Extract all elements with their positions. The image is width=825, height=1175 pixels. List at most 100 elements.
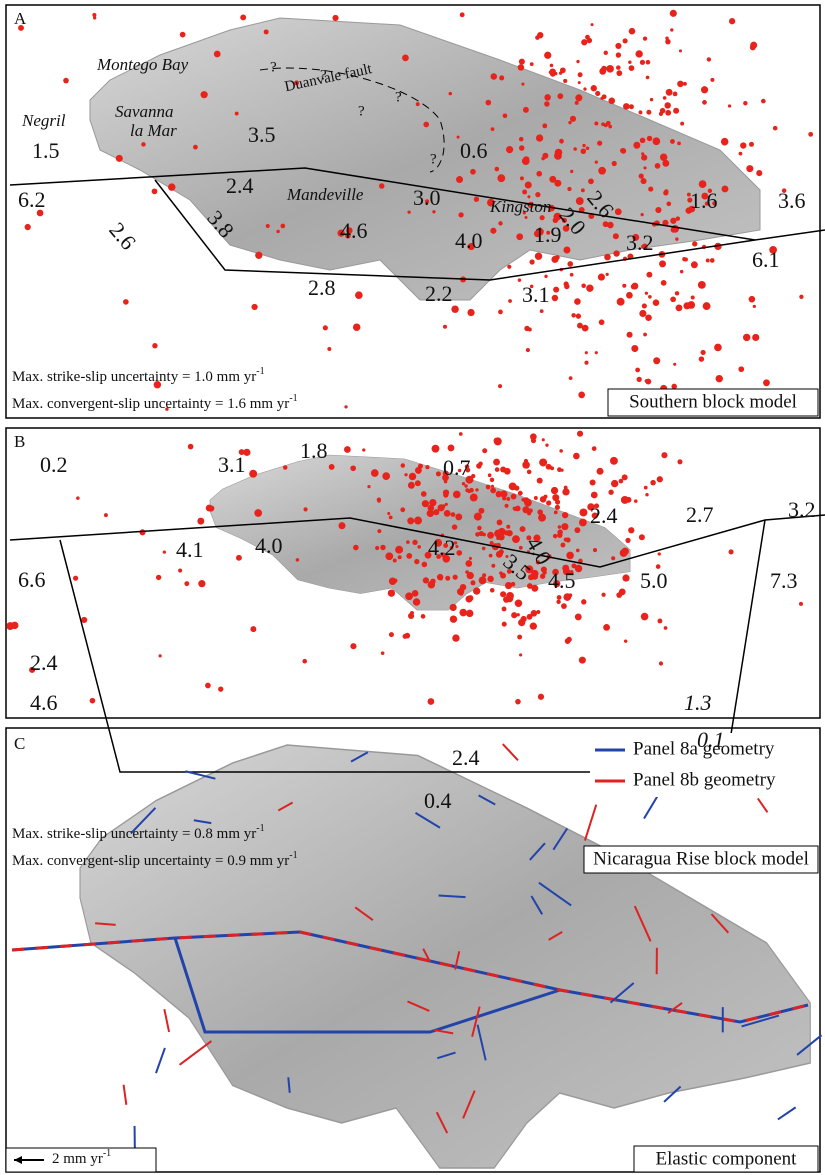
- earthquake: [650, 98, 653, 101]
- earthquake: [406, 540, 410, 544]
- earthquake: [327, 347, 331, 351]
- earthquake: [504, 530, 509, 535]
- earthquake: [490, 588, 495, 593]
- earthquake: [655, 207, 661, 213]
- earthquake: [643, 36, 647, 40]
- earthquake: [515, 599, 523, 607]
- earthquake: [598, 274, 605, 281]
- earthquake: [538, 694, 544, 700]
- earthquake: [628, 527, 634, 533]
- earthquake: [398, 555, 402, 559]
- earthquake: [658, 552, 661, 555]
- earthquake: [647, 136, 652, 141]
- earthquake: [595, 91, 600, 96]
- earthquake: [749, 296, 756, 303]
- earthquake: [633, 142, 640, 149]
- earthquake: [205, 683, 211, 689]
- earthquake: [608, 125, 612, 129]
- slip-rate: 1.5: [32, 138, 60, 163]
- earthquake: [670, 218, 676, 224]
- earthquake: [338, 522, 345, 529]
- earthquake: [710, 78, 714, 82]
- earthquake: [559, 449, 563, 453]
- earthquake: [629, 65, 635, 71]
- earthquake: [470, 494, 478, 502]
- earthquake: [506, 497, 510, 501]
- vector: [778, 1107, 796, 1119]
- earthquake: [581, 188, 585, 192]
- earthquake: [560, 469, 563, 472]
- earthquake: [387, 512, 390, 515]
- earthquake: [465, 570, 469, 574]
- place-name: Montego Bay: [96, 55, 189, 74]
- earthquake: [578, 391, 585, 398]
- earthquake: [549, 176, 556, 183]
- earthquake: [236, 555, 242, 561]
- earthquake: [612, 161, 617, 166]
- place-name: la Mar: [130, 121, 177, 140]
- earthquake: [388, 589, 395, 596]
- earthquake: [518, 278, 522, 282]
- scale-label: 2 mm yr-1: [52, 1148, 111, 1167]
- earthquake: [578, 72, 583, 77]
- earthquake: [445, 503, 448, 506]
- earthquake: [516, 233, 523, 240]
- earthquake: [601, 593, 605, 597]
- earthquake: [329, 464, 335, 470]
- earthquake: [728, 104, 731, 107]
- earthquake: [488, 473, 492, 477]
- earthquake: [478, 462, 482, 466]
- slip-rate: 1.3: [684, 690, 712, 715]
- slip-rate: 3.2: [626, 230, 654, 255]
- earthquake: [554, 72, 557, 75]
- earthquake: [518, 491, 523, 496]
- model-label: Southern block model: [629, 391, 797, 412]
- earthquake: [564, 284, 569, 289]
- earthquake: [460, 12, 465, 17]
- earthquake: [639, 110, 643, 114]
- earthquake: [575, 565, 582, 572]
- earthquake: [561, 523, 568, 530]
- earthquake: [648, 295, 652, 299]
- earthquake: [371, 469, 379, 477]
- earthquake: [544, 101, 549, 106]
- earthquake: [577, 323, 583, 329]
- earthquake: [401, 463, 406, 468]
- earthquake: [645, 379, 649, 383]
- earthquake: [377, 498, 381, 502]
- earthquake: [808, 132, 813, 137]
- place-name: Mandeville: [286, 185, 364, 204]
- earthquake: [499, 75, 504, 80]
- earthquake: [655, 163, 661, 169]
- earthquake: [583, 87, 586, 90]
- earthquake: [377, 529, 381, 533]
- place-name: ?: [395, 89, 402, 105]
- earthquake: [567, 261, 573, 267]
- earthquake: [73, 576, 78, 581]
- earthquake: [490, 478, 495, 483]
- earthquake: [561, 603, 567, 609]
- earthquake: [353, 545, 359, 551]
- earthquake: [664, 102, 670, 108]
- earthquake: [520, 526, 526, 532]
- earthquake: [503, 113, 508, 118]
- earthquake: [670, 10, 677, 17]
- earthquake: [576, 314, 581, 319]
- earthquake: [721, 185, 728, 192]
- earthquake: [739, 152, 743, 156]
- earthquake: [208, 505, 214, 511]
- earthquake: [381, 651, 385, 655]
- earthquake: [666, 202, 671, 207]
- earthquake: [557, 529, 562, 534]
- earthquake: [641, 178, 647, 184]
- earthquake: [677, 142, 681, 146]
- earthquake: [433, 509, 439, 515]
- earthquake: [634, 499, 638, 503]
- earthquake: [163, 550, 166, 553]
- earthquake: [565, 638, 571, 644]
- earthquake: [251, 304, 257, 310]
- earthquake: [412, 540, 417, 545]
- earthquake: [556, 600, 560, 604]
- earthquake: [530, 623, 537, 630]
- earthquake: [502, 622, 507, 627]
